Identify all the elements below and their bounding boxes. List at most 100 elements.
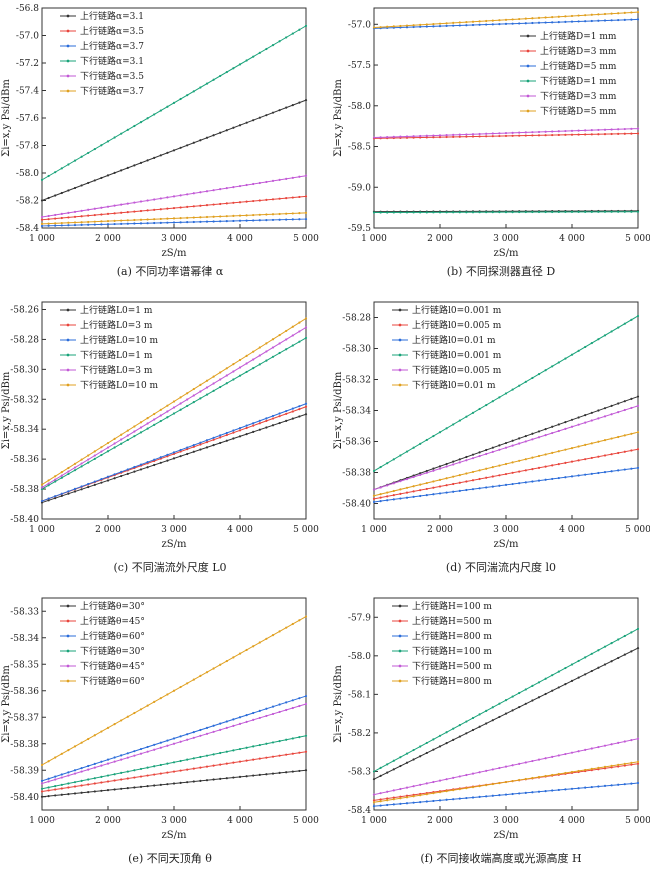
data-point — [590, 341, 593, 345]
data-point — [153, 773, 156, 776]
data-point — [498, 794, 501, 797]
data-point — [60, 793, 63, 796]
data-point — [590, 133, 593, 136]
data-point — [120, 778, 123, 781]
data-point — [54, 480, 57, 483]
data-point — [557, 361, 560, 364]
data-point — [265, 707, 268, 710]
data-point — [445, 135, 448, 139]
data-point — [87, 768, 90, 771]
data-point — [87, 220, 90, 224]
data-point — [432, 792, 435, 795]
data-point — [557, 15, 560, 18]
data-point — [465, 480, 468, 483]
data-point — [219, 378, 222, 381]
data-point — [252, 358, 255, 361]
data-point — [458, 458, 461, 461]
data-point — [106, 789, 110, 792]
data-point — [577, 14, 580, 17]
data-point — [225, 726, 228, 729]
data-point — [139, 463, 143, 466]
legend-label: 上行链路H=800 m — [412, 630, 492, 642]
data-point — [610, 12, 613, 15]
data-point — [551, 755, 554, 758]
data-point — [186, 446, 189, 449]
data-point — [93, 223, 96, 226]
data-point — [471, 133, 475, 136]
data-point — [126, 777, 129, 780]
data-point — [504, 211, 508, 214]
data-point — [577, 445, 580, 448]
y-axis-label: Σi=x,y Psi/dBm — [1, 79, 12, 157]
legend-marker — [526, 34, 530, 38]
x-tick-label: 3 000 — [493, 525, 519, 535]
data-point — [245, 648, 248, 652]
legend-label: 上行链路θ=30° — [80, 600, 145, 612]
data-point — [577, 474, 580, 477]
data-point — [379, 798, 382, 801]
data-point — [245, 370, 248, 374]
data-point — [67, 466, 70, 470]
data-point — [291, 176, 294, 179]
data-point — [245, 362, 248, 365]
data-point — [192, 450, 195, 453]
data-point — [438, 25, 442, 28]
data-point — [412, 475, 415, 479]
data-point — [491, 485, 494, 488]
data-point — [265, 756, 268, 759]
data-point — [100, 453, 103, 457]
y-tick-label: -58.34 — [10, 425, 39, 435]
data-point — [524, 688, 527, 691]
data-point — [557, 130, 560, 133]
data-point — [67, 786, 70, 789]
data-point — [465, 796, 468, 800]
data-point — [617, 411, 620, 414]
data-point — [491, 768, 494, 771]
data-point — [93, 213, 96, 217]
data-point — [278, 178, 281, 181]
data-point — [610, 437, 613, 440]
x-tick-label: 3 000 — [161, 234, 187, 244]
y-tick-label: -58.0 — [348, 652, 371, 662]
data-point — [172, 412, 176, 415]
data-point — [113, 760, 116, 763]
data-point — [252, 55, 255, 58]
legend-label: 上行链路H=100 m — [412, 600, 492, 612]
data-point — [153, 113, 156, 116]
data-point — [192, 767, 195, 770]
data-point — [252, 199, 255, 203]
data-point — [60, 776, 63, 779]
data-point — [166, 744, 169, 747]
data-point — [445, 790, 448, 793]
data-point — [386, 790, 389, 793]
data-point — [258, 773, 261, 776]
data-point — [419, 783, 422, 786]
data-point — [458, 788, 461, 791]
data-point — [465, 415, 468, 418]
data-point — [438, 136, 442, 139]
data-point — [419, 23, 422, 26]
data-point — [524, 22, 527, 25]
data-point — [518, 442, 521, 445]
data-point — [551, 773, 554, 777]
data-point — [47, 196, 50, 200]
data-point — [179, 455, 182, 458]
data-point — [166, 105, 169, 108]
data-point — [419, 134, 422, 138]
data-point — [192, 444, 195, 447]
data-point — [199, 779, 202, 782]
data-point — [54, 778, 57, 781]
data-point — [471, 211, 475, 214]
legend-marker — [66, 59, 70, 63]
data-point — [106, 212, 110, 216]
y-tick-label: -59.0 — [348, 183, 371, 193]
y-tick-label: -58.26 — [10, 305, 39, 315]
data-point — [617, 132, 620, 135]
data-point — [271, 338, 275, 341]
data-point — [630, 449, 633, 452]
data-point — [372, 778, 376, 781]
data-point — [597, 440, 600, 443]
data-point — [139, 218, 143, 221]
legend-marker — [398, 338, 402, 342]
data-point — [238, 124, 242, 127]
